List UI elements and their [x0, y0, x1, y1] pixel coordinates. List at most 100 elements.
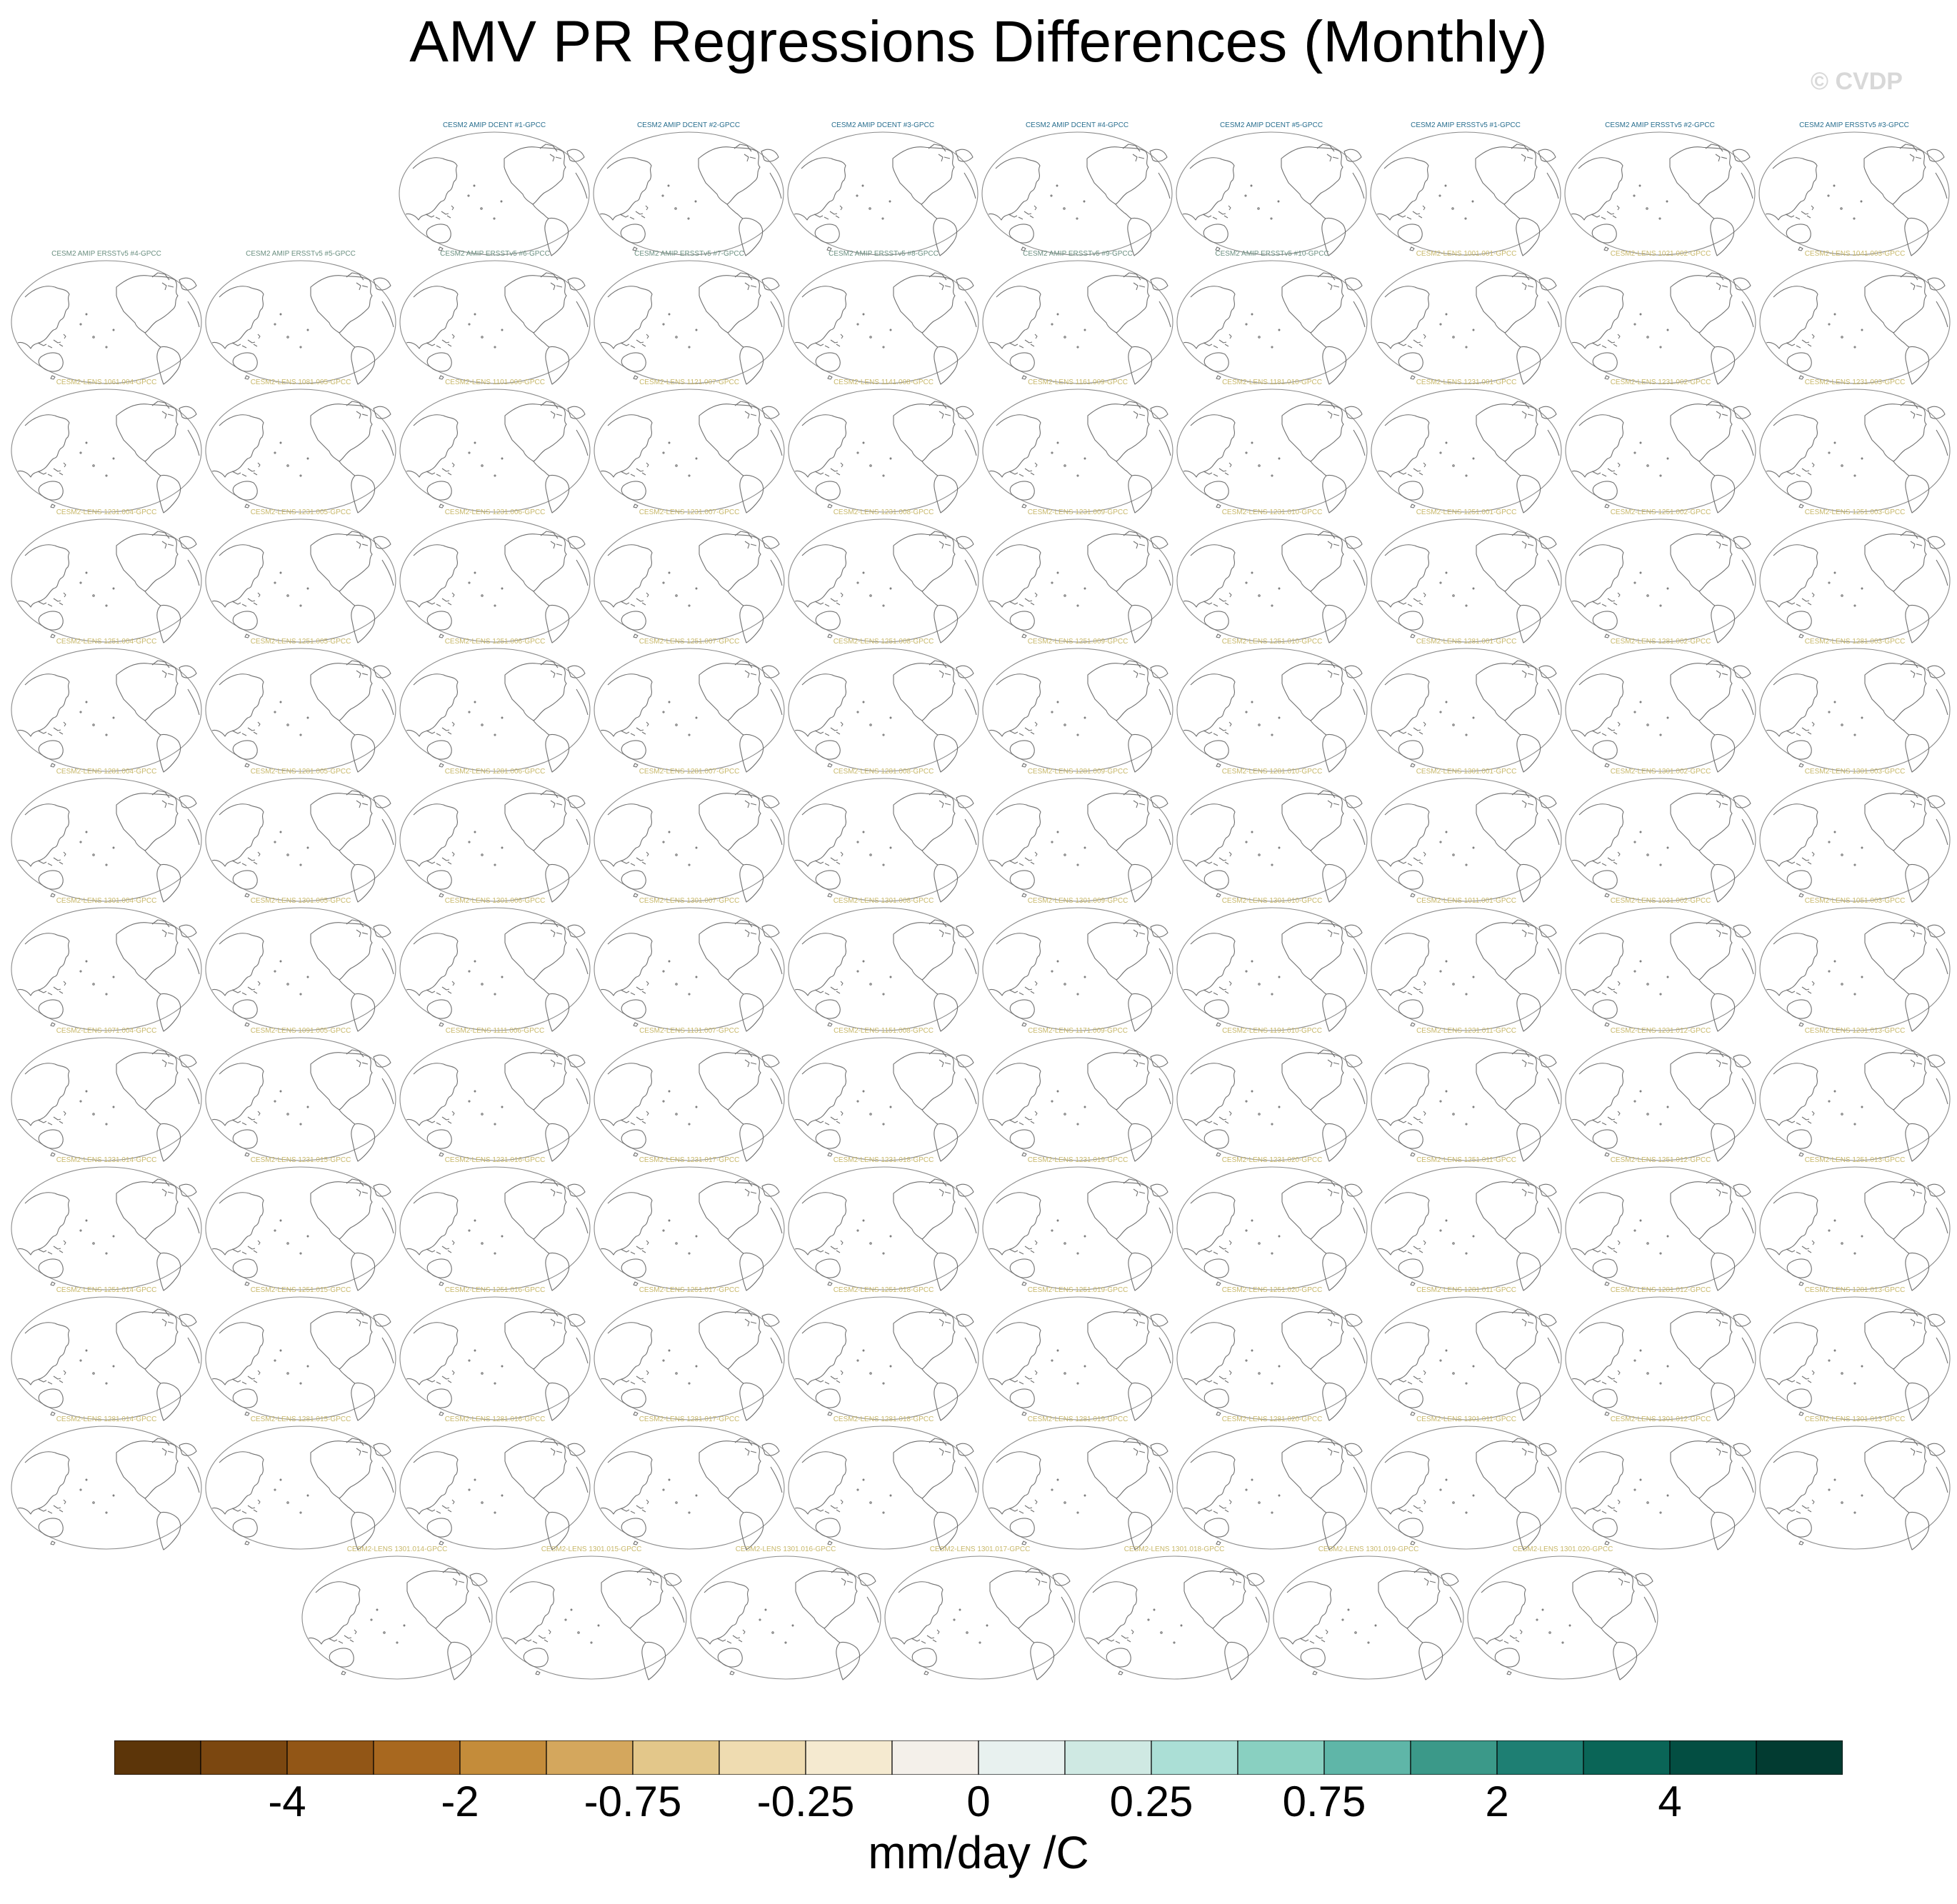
panel-label: CESM2-LENS 1251.013-GPCC — [1804, 1156, 1906, 1164]
map-panel: CESM2-LENS 1301.007-GPCC — [592, 897, 786, 1033]
map-panel: CESM2-LENS 1091.005-GPCC — [204, 1027, 398, 1163]
colorbar-box — [719, 1740, 806, 1775]
map-panel: CESM2-LENS 1041.003-GPCC — [1758, 250, 1952, 386]
map-panel: CESM2 AMIP ERSSTv5 #2-GPCC — [1563, 121, 1757, 257]
panel-label: CESM2-LENS 1301.013-GPCC — [1804, 1416, 1906, 1423]
panel-label: CESM2-LENS 1281.012-GPCC — [1610, 1286, 1711, 1294]
panel-label: CESM2-LENS 1301.010-GPCC — [1221, 897, 1323, 905]
panel-label: CESM2-LENS 1281.003-GPCC — [1804, 638, 1906, 646]
map-panel: CESM2-LENS 1281.008-GPCC — [786, 768, 981, 903]
map-panel: CESM2-LENS 1231.013-GPCC — [1758, 1027, 1952, 1163]
map-panel: CESM2-LENS 1301.017-GPCC — [883, 1545, 1077, 1681]
colorbar-box — [1237, 1740, 1325, 1775]
map-panel: CESM2 AMIP ERSSTv5 #8-GPCC — [786, 250, 981, 386]
colorbar-tick-label: -2 — [441, 1778, 479, 1825]
panel-label: CESM2-LENS 1301.015-GPCC — [541, 1545, 642, 1553]
map-panel: CESM2 AMIP ERSSTv5 #10-GPCC — [1175, 250, 1369, 386]
panel-label: CESM2-LENS 1051.003-GPCC — [1804, 897, 1906, 905]
map-panel: CESM2-LENS 1301.009-GPCC — [981, 897, 1175, 1033]
panel-label: CESM2-LENS 1171.009-GPCC — [1028, 1027, 1128, 1035]
map-panel: CESM2-LENS 1301.006-GPCC — [398, 897, 592, 1033]
panel-label: CESM2-LENS 1191.010-GPCC — [1222, 1027, 1322, 1035]
map-panel: CESM2 AMIP ERSSTv5 #9-GPCC — [981, 250, 1175, 386]
panel-label: CESM2-LENS 1301.012-GPCC — [1610, 1416, 1711, 1423]
panel-label: CESM2 AMIP ERSSTv5 #8-GPCC — [829, 250, 939, 258]
panel-label: CESM2-LENS 1251.011-GPCC — [1416, 1156, 1516, 1164]
map-panel: CESM2 AMIP DCENT #5-GPCC — [1174, 121, 1368, 257]
map-panel: CESM2-LENS 1081.005-GPCC — [204, 379, 398, 514]
panel-label: CESM2-LENS 1301.011-GPCC — [1416, 1416, 1516, 1423]
panel-label: CESM2-LENS 1301.008-GPCC — [833, 897, 934, 905]
panel-label: CESM2-LENS 1281.017-GPCC — [639, 1416, 740, 1423]
colorbar-tick-label: 2 — [1485, 1778, 1509, 1825]
colorbar-box — [1410, 1740, 1498, 1775]
colorbar-units-label: mm/day /C — [868, 1827, 1089, 1878]
map-panel: CESM2-LENS 1071.004-GPCC — [9, 1027, 204, 1163]
map-panel: CESM2-LENS 1251.001-GPCC — [1369, 508, 1563, 644]
panel-label: CESM2-LENS 1061.004-GPCC — [56, 379, 157, 386]
map-panel: CESM2-LENS 1251.014-GPCC — [9, 1286, 204, 1422]
map-panel: CESM2-LENS 1231.004-GPCC — [9, 508, 204, 644]
colorbar-box — [114, 1740, 201, 1775]
panel-label: CESM2-LENS 1281.011-GPCC — [1416, 1286, 1516, 1294]
panel-label: CESM2 AMIP ERSSTv5 #2-GPCC — [1605, 121, 1715, 129]
panel-label: CESM2 AMIP ERSSTv5 #4-GPCC — [51, 250, 161, 258]
panel-label: CESM2-LENS 1231.002-GPCC — [1610, 379, 1711, 386]
map-panel: CESM2-LENS 1191.010-GPCC — [1175, 1027, 1369, 1163]
panel-label: CESM2-LENS 1301.005-GPCC — [250, 897, 351, 905]
panel-label: CESM2-LENS 1251.016-GPCC — [444, 1286, 546, 1294]
map-panel: CESM2-LENS 1251.012-GPCC — [1563, 1156, 1758, 1292]
map-panel: CESM2-LENS 1281.007-GPCC — [592, 768, 786, 903]
panel-label: CESM2-LENS 1301.002-GPCC — [1610, 768, 1711, 776]
panel-label: CESM2-LENS 1151.008-GPCC — [834, 1027, 934, 1035]
map-panel: CESM2-LENS 1111.006-GPCC — [398, 1027, 592, 1163]
colorbar-box — [1496, 1740, 1584, 1775]
map-panel: CESM2-LENS 1251.003-GPCC — [1758, 508, 1952, 644]
map-panel: CESM2-LENS 1301.019-GPCC — [1271, 1545, 1466, 1681]
colorbar-tick-label: 0.75 — [1282, 1778, 1366, 1825]
map-panel: CESM2-LENS 1301.011-GPCC — [1369, 1416, 1563, 1551]
map-panel: CESM2-LENS 1251.020-GPCC — [1175, 1286, 1369, 1422]
map-panel: CESM2-LENS 1231.005-GPCC — [204, 508, 398, 644]
map-panel: CESM2 AMIP ERSSTv5 #7-GPCC — [592, 250, 786, 386]
map-panel: CESM2-LENS 1001.001-GPCC — [1369, 250, 1563, 386]
panel-label: CESM2-LENS 1231.003-GPCC — [1804, 379, 1906, 386]
panel-label: CESM2-LENS 1301.014-GPCC — [346, 1545, 448, 1553]
map-panel: CESM2-LENS 1281.015-GPCC — [204, 1416, 398, 1551]
panel-label: CESM2 AMIP ERSSTv5 #5-GPCC — [246, 250, 356, 258]
map-panel: CESM2-LENS 1161.009-GPCC — [981, 379, 1175, 514]
map-panel: CESM2-LENS 1231.001-GPCC — [1369, 379, 1563, 514]
panel-label: CESM2-LENS 1251.019-GPCC — [1027, 1286, 1128, 1294]
map-panel: CESM2-LENS 1051.003-GPCC — [1758, 897, 1952, 1033]
panel-label: CESM2-LENS 1301.017-GPCC — [929, 1545, 1031, 1553]
panel-label: CESM2 AMIP ERSSTv5 #7-GPCC — [634, 250, 744, 258]
map-panel: CESM2-LENS 1021.002-GPCC — [1563, 250, 1758, 386]
map-panel: CESM2-LENS 1301.005-GPCC — [204, 897, 398, 1033]
map-panel: CESM2-LENS 1251.006-GPCC — [398, 638, 592, 773]
map-panel: CESM2-LENS 1231.014-GPCC — [9, 1156, 204, 1292]
map-panel: CESM2-LENS 1251.004-GPCC — [9, 638, 204, 773]
map-panel: CESM2-LENS 1281.003-GPCC — [1758, 638, 1952, 773]
panel-label: CESM2-LENS 1301.019-GPCC — [1318, 1545, 1419, 1553]
panel-label: CESM2-LENS 1281.001-GPCC — [1416, 638, 1517, 646]
map-panel: CESM2-LENS 1231.007-GPCC — [592, 508, 786, 644]
panel-label: CESM2-LENS 1031.002-GPCC — [1610, 897, 1711, 905]
map-panel: CESM2-LENS 1301.002-GPCC — [1563, 768, 1758, 903]
panel-label: CESM2-LENS 1281.014-GPCC — [56, 1416, 157, 1423]
map-panel: CESM2 AMIP ERSSTv5 #1-GPCC — [1368, 121, 1563, 257]
panel-label: CESM2-LENS 1281.008-GPCC — [833, 768, 934, 776]
panel-label: CESM2-LENS 1301.006-GPCC — [444, 897, 546, 905]
panel-label: CESM2-LENS 1251.015-GPCC — [250, 1286, 351, 1294]
panel-label: CESM2-LENS 1121.007-GPCC — [639, 379, 739, 386]
colorbar-tick-label: -0.75 — [584, 1778, 682, 1825]
panel-label: CESM2-LENS 1301.004-GPCC — [56, 897, 157, 905]
colorbar-box — [1756, 1740, 1843, 1775]
colorbar-box — [286, 1740, 374, 1775]
panel-label: CESM2 AMIP ERSSTv5 #1-GPCC — [1411, 121, 1521, 129]
panel-label: CESM2-LENS 1181.010-GPCC — [1222, 379, 1322, 386]
panel-label: CESM2-LENS 1161.009-GPCC — [1028, 379, 1128, 386]
panel-label: CESM2-LENS 1301.018-GPCC — [1123, 1545, 1225, 1553]
panel-label: CESM2-LENS 1251.005-GPCC — [250, 638, 351, 646]
panel-grid: CESM2 AMIP DCENT #1-GPCC CESM2 AMIP DCEN… — [9, 121, 1952, 1681]
colorbar-box — [1151, 1740, 1238, 1775]
